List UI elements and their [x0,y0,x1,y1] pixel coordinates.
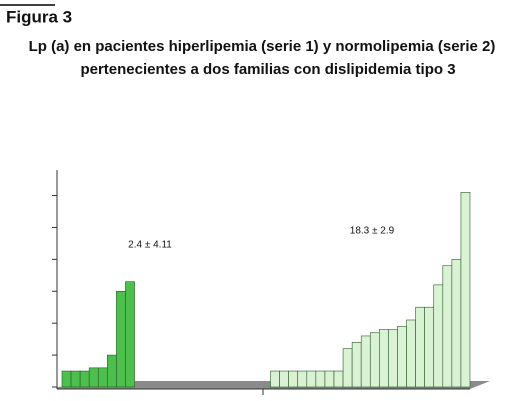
bar [306,370,317,388]
bar [379,329,389,388]
bar [388,329,398,388]
bar [70,370,81,388]
annotation: 18.3 ± 2.9 [350,226,395,237]
bar [61,370,72,388]
figure-label: Figura 3 [6,7,72,26]
bar [397,326,407,388]
annotation: 2.4 ± 4.11 [128,240,172,251]
bar [406,319,416,388]
bar [116,290,126,388]
bar [460,192,471,388]
chart-title: pertenecientes a dos familias con dislip… [80,61,455,78]
bar [79,370,90,388]
bar [270,370,280,388]
bar [360,335,371,388]
bar [433,284,444,388]
bar [369,332,380,388]
bar [342,348,353,388]
bar [125,281,135,388]
bar [297,370,308,388]
bar [442,265,453,388]
bar [415,306,425,388]
bar [424,306,435,388]
bar [279,370,289,388]
bar [333,370,344,388]
bar [88,367,99,388]
bar [288,370,299,388]
bar [315,370,326,388]
bar [324,370,335,388]
bar [351,342,362,388]
bar [97,367,108,388]
chart-title: Lp (a) en pacientes hiperlipemia (serie … [29,38,496,55]
bar [107,354,117,388]
bar [451,259,462,388]
